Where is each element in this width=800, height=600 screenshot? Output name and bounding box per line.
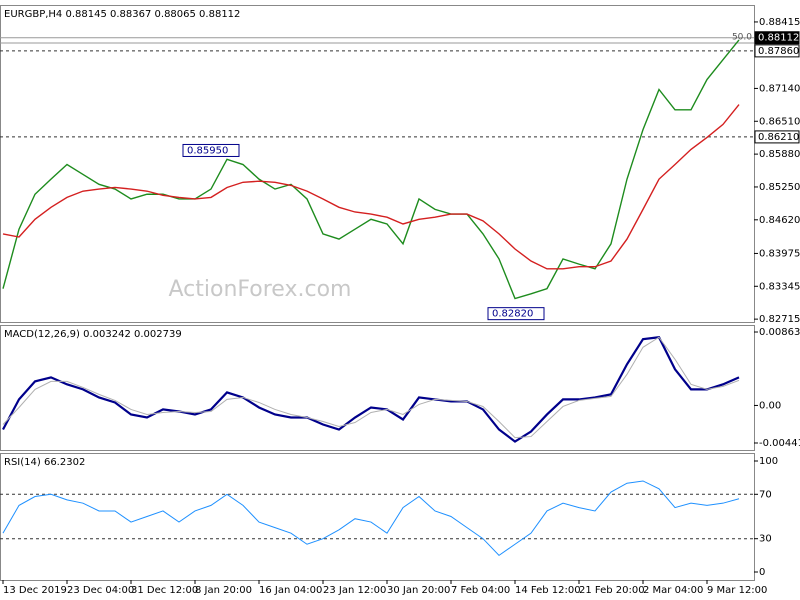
y-tick-label: 0.86510 bbox=[759, 116, 800, 127]
x-tick-label: 9 Mar 12:00 bbox=[707, 585, 767, 596]
x-tick-label: 16 Jan 04:00 bbox=[259, 585, 322, 596]
y-tick-label: 0.87140 bbox=[759, 83, 800, 94]
y-tick-label: 0.82715 bbox=[759, 314, 800, 325]
series-line bbox=[2, 104, 740, 270]
y-tick-label: 0.84620 bbox=[759, 215, 800, 226]
x-tick-label: 14 Feb 12:00 bbox=[515, 585, 581, 596]
y-tick-label: 0.008635 bbox=[759, 327, 800, 338]
panel-border bbox=[0, 5, 755, 323]
y-tick-label: 0.83345 bbox=[759, 281, 800, 292]
panel-title: MACD(12,26,9) 0.003242 0.002739 bbox=[4, 329, 182, 340]
y-tick-label: 0.85250 bbox=[759, 182, 800, 193]
y-tick-label: 30 bbox=[759, 534, 772, 545]
x-tick-label: 23 Dec 04:00 bbox=[67, 585, 134, 596]
level-label: 0.86210 bbox=[758, 132, 799, 143]
x-tick-label: 21 Feb 20:00 bbox=[579, 585, 645, 596]
y-tick-label: 0.88415 bbox=[759, 17, 800, 28]
x-tick-label: 7 Feb 04:00 bbox=[451, 585, 510, 596]
level-box bbox=[754, 130, 800, 144]
annotation-label: 0.82820 bbox=[492, 309, 533, 320]
x-tick-label: 23 Jan 12:00 bbox=[323, 585, 386, 596]
y-tick-label: 0.00 bbox=[759, 400, 781, 411]
level-box bbox=[754, 44, 800, 58]
series-line bbox=[2, 336, 740, 443]
x-tick-label: 2 Mar 04:00 bbox=[643, 585, 703, 596]
annotation-box bbox=[182, 143, 240, 157]
fib-label: 50.0 bbox=[732, 33, 752, 43]
x-tick-label: 13 Dec 2019 bbox=[3, 585, 67, 596]
y-tick-label: 0.85880 bbox=[759, 149, 800, 160]
panel-border bbox=[0, 325, 755, 451]
x-tick-label: 31 Dec 12:00 bbox=[131, 585, 198, 596]
annotation-label: 0.85950 bbox=[187, 145, 228, 156]
y-tick-label: -0.004415 bbox=[759, 438, 800, 449]
x-tick-label: 8 Jan 20:00 bbox=[195, 585, 252, 596]
level-label: 0.88112 bbox=[758, 33, 799, 44]
y-tick-label: 0 bbox=[759, 567, 765, 578]
y-tick-label: 0.83975 bbox=[759, 248, 800, 259]
series-line bbox=[2, 480, 740, 557]
panel-title: EURGBP,H4 0.88145 0.88367 0.88065 0.8811… bbox=[4, 9, 240, 20]
panel-title: RSI(14) 66.2302 bbox=[4, 457, 85, 468]
panel-border bbox=[0, 453, 755, 581]
watermark: ActionForex.com bbox=[169, 277, 352, 302]
annotation-box bbox=[487, 307, 545, 321]
x-tick-label: 30 Jan 20:00 bbox=[387, 585, 450, 596]
y-tick-label: 100 bbox=[759, 456, 778, 467]
series-line bbox=[2, 39, 740, 300]
series-line bbox=[2, 336, 740, 439]
level-box bbox=[754, 31, 800, 45]
level-label: 0.87860 bbox=[758, 46, 799, 57]
y-tick-label: 70 bbox=[759, 489, 772, 500]
